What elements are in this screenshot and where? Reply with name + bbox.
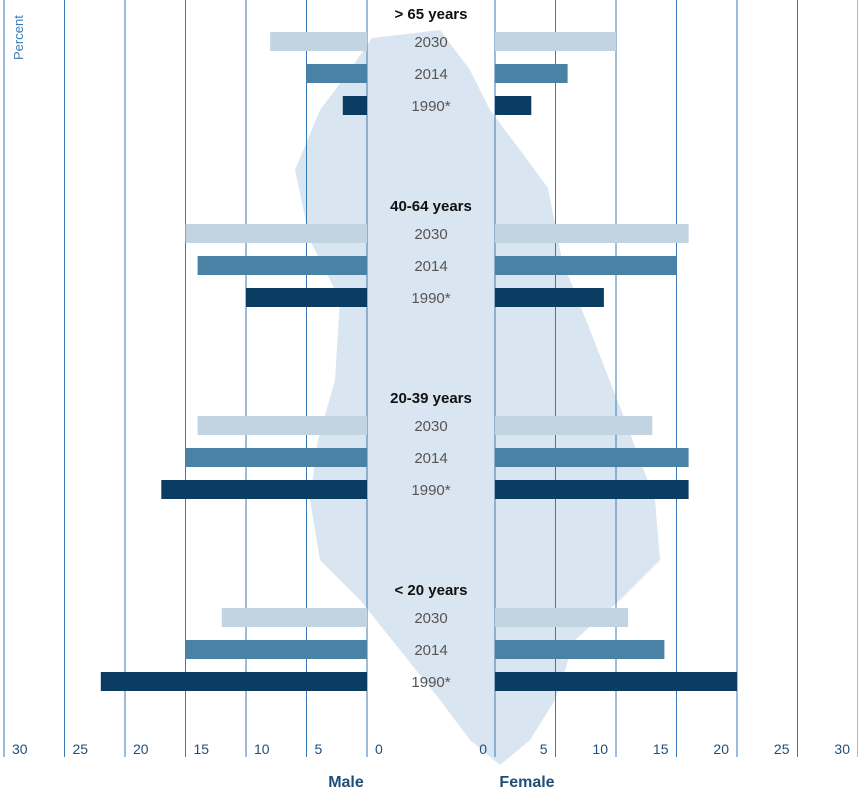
year-label: 2030	[414, 418, 447, 435]
x-tick-label-female: 0	[479, 741, 487, 757]
x-tick-label-male: 5	[315, 741, 323, 757]
female-bar	[495, 256, 677, 275]
x-tick-label-male: 10	[254, 741, 270, 757]
male-axis-label: Male	[328, 774, 364, 791]
female-bar	[495, 448, 689, 467]
year-label: 2030	[414, 226, 447, 243]
map-outline-shape	[295, 30, 660, 765]
female-bar	[495, 224, 689, 243]
year-label: 2030	[414, 34, 447, 51]
male-bar	[197, 416, 367, 435]
male-bar	[270, 32, 367, 51]
female-bar	[495, 608, 629, 627]
age-group-label: 40-64 years	[390, 198, 472, 215]
male-bar	[100, 672, 368, 691]
male-bar	[342, 96, 367, 115]
male-bar	[246, 288, 367, 307]
female-bar	[495, 672, 737, 691]
grid-lines	[3, 0, 858, 757]
year-label: 2014	[414, 66, 447, 83]
male-bar	[185, 224, 367, 243]
x-tick-label-female: 30	[834, 741, 850, 757]
x-tick-label-female: 5	[540, 741, 548, 757]
year-label: 1990*	[411, 482, 450, 499]
age-group-label: 20-39 years	[390, 390, 472, 407]
year-label: 2014	[414, 642, 447, 659]
labels: > 65 years 2030 2014 1990* 40-64 years 2030 20…	[390, 6, 472, 691]
female-bar	[495, 288, 604, 307]
y-unit-label: Percent	[11, 15, 26, 60]
male-bar	[185, 640, 367, 659]
female-bar	[495, 64, 568, 83]
bars	[100, 32, 737, 691]
male-bar	[197, 256, 367, 275]
male-bar	[306, 64, 367, 83]
year-label: 1990*	[411, 290, 450, 307]
male-bar	[221, 608, 367, 627]
age-group-label: > 65 years	[395, 6, 468, 23]
x-tick-label-male: 25	[73, 741, 89, 757]
year-label: 2014	[414, 450, 447, 467]
year-label: 2014	[414, 258, 447, 275]
year-label: 1990*	[411, 674, 450, 691]
year-label: 1990*	[411, 98, 450, 115]
country-map-silhouette	[295, 30, 660, 765]
x-tick-label-male: 20	[133, 741, 149, 757]
female-bar	[495, 416, 653, 435]
x-tick-label-male: 0	[375, 741, 383, 757]
female-bar	[495, 32, 616, 51]
female-bar	[495, 640, 665, 659]
female-bar	[495, 480, 689, 499]
male-bar	[185, 448, 367, 467]
x-tick-label-female: 10	[592, 741, 608, 757]
x-tick-label-female: 20	[713, 741, 729, 757]
female-bar	[495, 96, 532, 115]
female-axis-label: Female	[499, 774, 554, 791]
x-tick-label-male: 30	[12, 741, 28, 757]
x-tick-label-female: 25	[774, 741, 790, 757]
year-label: 2030	[414, 610, 447, 627]
axis-ticks: 30 25 20 15 10 5 0 0 5 10 15 20 25 30	[12, 741, 850, 757]
male-bar	[161, 480, 367, 499]
x-tick-label-female: 15	[653, 741, 669, 757]
age-group-label: < 20 years	[395, 582, 468, 599]
x-tick-label-male: 15	[194, 741, 210, 757]
